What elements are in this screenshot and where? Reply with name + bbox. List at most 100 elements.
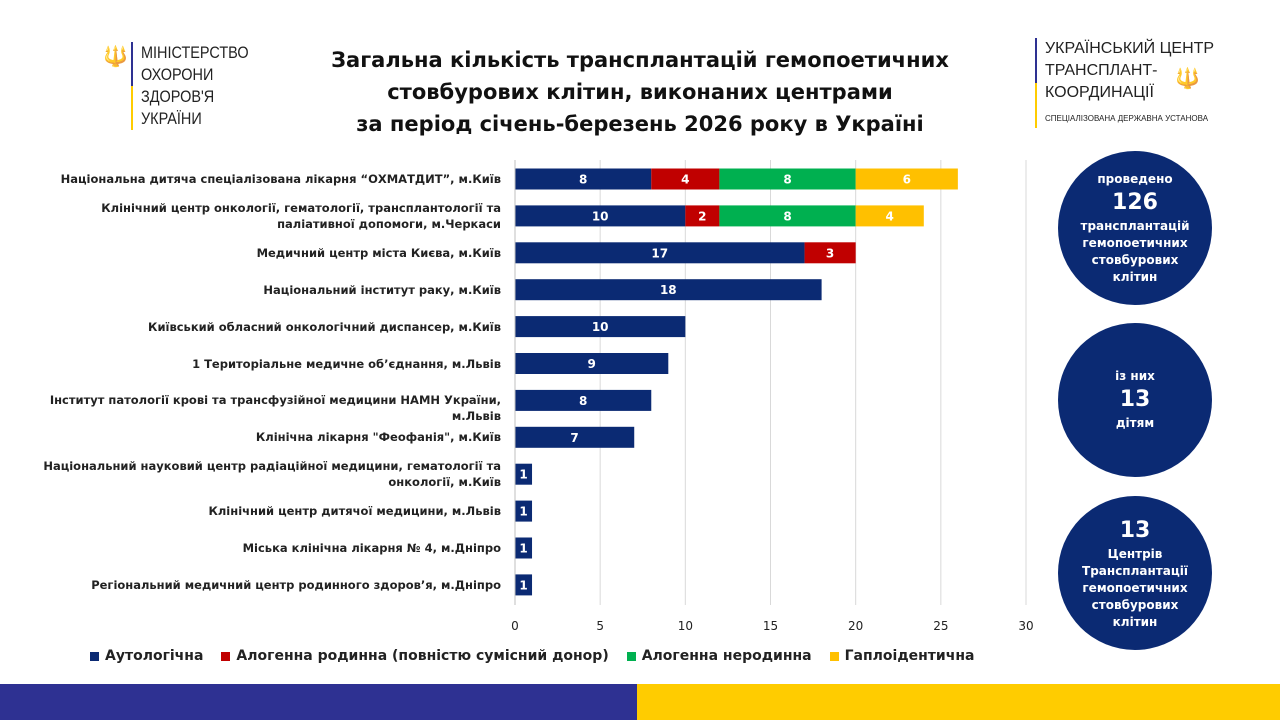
stat-text: стовбурових — [1091, 252, 1179, 267]
data-label: 9 — [587, 357, 595, 371]
bar-segment — [855, 168, 958, 190]
category-label: Інститут патології крові та трансфузійно… — [49, 393, 501, 424]
x-tick-label: 15 — [763, 619, 778, 633]
x-tick-label: 10 — [678, 619, 693, 633]
bar-segment — [651, 168, 720, 190]
ministry-line: ЗДОРОВ'Я — [141, 87, 215, 106]
category-label: Регіональний медичний центр родинного зд… — [91, 577, 501, 592]
data-label: 3 — [826, 246, 834, 260]
data-label: 1 — [519, 468, 527, 482]
category-label: Клінічний центр онкології, гематології, … — [101, 200, 501, 231]
trident-icon: 🔱 — [1175, 66, 1200, 90]
bar-segment — [515, 537, 533, 559]
data-label: 8 — [579, 394, 587, 408]
bar-segment — [685, 205, 720, 227]
legend-swatch — [221, 651, 231, 661]
x-tick-label: 0 — [511, 619, 519, 633]
ministry-line: УКРАЇНИ — [141, 109, 202, 128]
legend-item: Аутологічна — [90, 648, 203, 664]
category-label: Національний науковий центр радіаційної … — [43, 459, 501, 490]
bar-segment — [515, 353, 669, 374]
data-label: 7 — [570, 431, 578, 445]
data-label: 8 — [783, 173, 791, 187]
bar-segment — [515, 205, 686, 227]
data-label: 6 — [903, 173, 911, 187]
stat-text: трансплантацій — [1080, 218, 1190, 233]
data-label: 1 — [519, 505, 527, 519]
category-label: Національний інститут раку, м.Київ — [263, 282, 501, 297]
legend-label: Алогенна неродинна — [641, 648, 812, 664]
stat-text: дітям — [1115, 416, 1155, 430]
center-line: ТРАНСПЛАНТ- — [1045, 62, 1158, 79]
legend: Аутологічна Алогенна родинна (повністю су… — [90, 648, 974, 664]
data-label: 10 — [592, 209, 609, 223]
legend-swatch — [90, 651, 99, 661]
bar-segment — [515, 500, 533, 522]
center-name: УКРАЇНСЬКИЙ ЦЕНТР ТРАНСПЛАНТ- КООРДИНАЦІЇ — [1045, 38, 1225, 104]
category-label: 1 Територіальне медичне об’єднання, м.Ль… — [192, 356, 501, 371]
stat-circle: проведено 126 трансплантацій гемопоетичних с… — [1058, 151, 1212, 305]
category-label: Київський обласний онкологічний диспансе… — [148, 319, 501, 334]
data-label: 8 — [783, 209, 791, 223]
stat-text: Трансплантації — [1082, 563, 1188, 578]
bar-segment — [515, 463, 533, 485]
stat-text: клітин — [1112, 614, 1158, 629]
bar-segment — [719, 168, 856, 190]
data-label: 18 — [660, 283, 677, 297]
legend-item: Алогенна неродинна — [626, 648, 812, 664]
x-tick-label: 25 — [933, 619, 948, 633]
stat-circle: із них 13 дітям — [1058, 323, 1212, 477]
ministry-line: МІНІСТЕРСТВО — [141, 43, 249, 62]
stat-circle: 13 Центрів Трансплантації гемопоетичних стов… — [1058, 496, 1212, 650]
data-label: 1 — [519, 542, 527, 556]
stat-text: гемопоетичних — [1082, 580, 1188, 595]
legend-label: Гаплоідентична — [844, 648, 975, 664]
legend-item: Алогенна родинна (повністю сумісний доно… — [221, 648, 609, 664]
data-label: 8 — [579, 173, 587, 187]
legend-label: Аутологічна — [105, 648, 204, 664]
x-tick-label: 5 — [596, 619, 604, 633]
category-label: Міська клінічна лікарня № 4, м.Дніпро — [242, 541, 501, 555]
footer-blue-stripe — [0, 684, 637, 720]
center-line: УКРАЇНСЬКИЙ ЦЕНТР — [1045, 40, 1215, 57]
x-tick-label: 30 — [1018, 619, 1033, 633]
legend-swatch — [829, 651, 839, 661]
legend-item: Гаплоідентична — [829, 648, 975, 664]
title-line: Загальна кількість трансплантацій гемопо… — [331, 48, 949, 72]
bar-segment — [804, 242, 856, 264]
ministry-name: МІНІСТЕРСТВО ОХОРОНИ ЗДОРОВ'Я УКРАЇНИ — [141, 42, 252, 130]
stat-text: стовбурових — [1091, 597, 1179, 612]
category-label: Клінічний центр дитячої медицини, м.Льві… — [208, 504, 501, 519]
stat-text: із них — [1115, 369, 1155, 383]
bar-segment — [515, 389, 652, 411]
center-subtitle: СПЕЦІАЛІЗОВАНА ДЕРЖАВНА УСТАНОВА — [1045, 114, 1209, 123]
legend-label: Алогенна родинна (повністю сумісний доно… — [236, 648, 609, 664]
stat-text: 13 — [1119, 387, 1151, 412]
data-label: 4 — [886, 209, 894, 223]
data-label: 17 — [651, 246, 668, 260]
data-label: 2 — [698, 209, 706, 223]
legend-swatch — [626, 651, 636, 661]
x-tick-label: 20 — [848, 619, 863, 633]
stat-text: гемопоетичних — [1082, 235, 1188, 250]
center-line: КООРДИНАЦІЇ — [1045, 84, 1154, 101]
category-label: Клінічна лікарня "Феофанія", м.Київ — [255, 430, 501, 445]
title-line: за період січень-березень 2026 року в Ук… — [356, 112, 924, 136]
bar-segment — [515, 574, 533, 596]
data-label: 4 — [681, 173, 689, 187]
bar-segment — [515, 426, 635, 448]
stat-text: 13 — [1119, 517, 1151, 543]
chart-title: Загальна кількість трансплантацій гемопо… — [260, 44, 1020, 140]
bar-segment — [515, 279, 822, 301]
trident-icon: 🔱 — [103, 44, 128, 68]
bar-segment — [515, 168, 652, 190]
category-label: Національна дитяча спеціалізована лікарн… — [60, 172, 501, 186]
bar-segment — [515, 316, 686, 338]
stat-text: проведено — [1097, 171, 1173, 186]
category-label: Медичний центр міста Києва, м.Київ — [256, 245, 501, 260]
data-label: 1 — [519, 578, 527, 592]
stat-text: Центрів — [1107, 546, 1163, 561]
ministry-line: ОХОРОНИ — [141, 65, 214, 84]
stat-text: 126 — [1112, 189, 1158, 215]
